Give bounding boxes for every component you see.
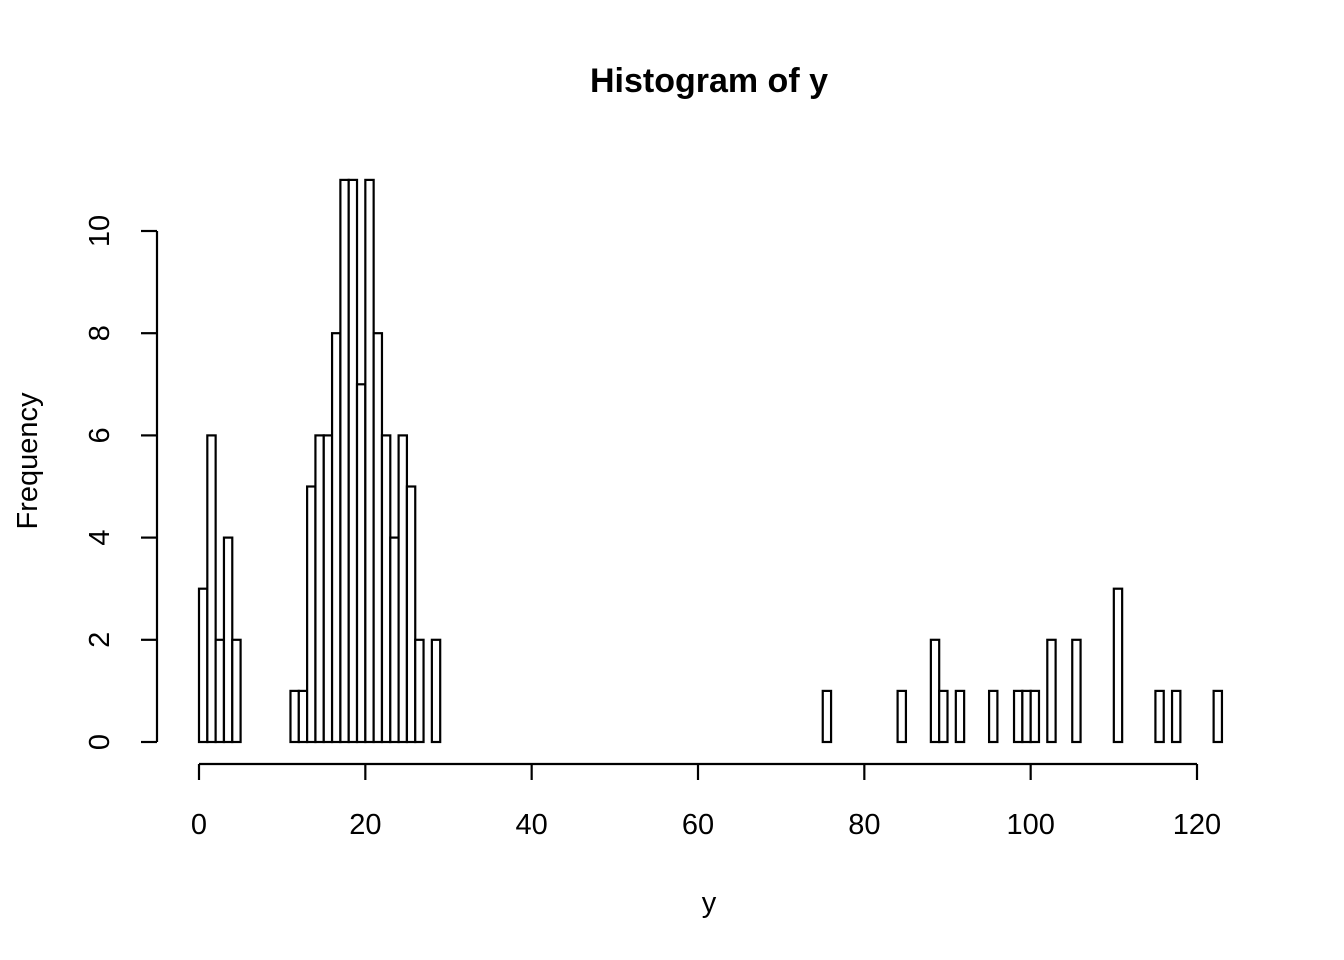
histogram-bar (222, 536, 234, 744)
histogram-bar (397, 434, 409, 744)
histogram-bar (430, 638, 442, 744)
histogram-bar (405, 485, 417, 744)
y-axis: 0 2 4 6 8 10 (84, 215, 159, 750)
histogram-bar (314, 434, 325, 744)
histogram-bar (821, 689, 833, 744)
histogram-bar (1029, 689, 1041, 744)
histogram-bar (929, 638, 941, 744)
histogram-bar (1170, 689, 1182, 744)
x-axis-label: y (702, 887, 717, 919)
histogram-bar (364, 178, 375, 744)
histogram-bar (347, 178, 359, 744)
histogram-bar (1112, 587, 1124, 744)
histogram-bar (954, 689, 966, 744)
histogram-bar (389, 536, 400, 744)
histogram-bar (372, 332, 384, 744)
x-tick-label: 20 (349, 809, 381, 841)
y-tick-label: 4 (84, 530, 116, 546)
histogram-bar (1046, 638, 1057, 744)
histogram-bar (214, 638, 226, 744)
histogram-bar (938, 689, 949, 744)
histogram-bar (355, 383, 367, 744)
histogram-bar (289, 689, 300, 744)
histogram-bar (896, 689, 908, 744)
histogram-bar (380, 434, 392, 744)
histogram-bar (1012, 689, 1024, 744)
histogram-bar (1154, 689, 1165, 744)
histogram-bar (231, 638, 242, 744)
histogram-bar (306, 485, 317, 744)
y-axis-label: Frequency (12, 392, 44, 530)
histogram-bar (414, 638, 425, 744)
histogram-bar (297, 689, 309, 744)
y-tick-label: 8 (84, 325, 116, 341)
histogram-bars (197, 178, 1224, 744)
x-tick-label: 100 (1006, 809, 1054, 841)
x-tick-label: 60 (682, 809, 714, 841)
histogram-bar (197, 587, 209, 744)
histogram-bar (206, 434, 217, 744)
chart-title: Histogram of y (590, 62, 828, 100)
histogram-bar (1212, 689, 1224, 744)
x-tick-label: 0 (191, 809, 207, 841)
x-tick-label: 120 (1173, 809, 1221, 841)
histogram-bar (322, 434, 334, 744)
y-tick-label: 10 (84, 215, 116, 247)
y-tick-label: 6 (84, 427, 116, 443)
histogram-bar (1021, 689, 1032, 744)
y-tick-label: 2 (84, 632, 116, 648)
histogram-bar (987, 689, 999, 744)
y-tick-label: 0 (84, 734, 116, 750)
histogram-bar (330, 332, 342, 744)
x-tick-label: 80 (848, 809, 880, 841)
histogram-bar (1071, 638, 1082, 744)
x-tick-label: 40 (516, 809, 548, 841)
x-axis: 0 20 40 60 80 100 120 (191, 762, 1221, 841)
histogram-bar (339, 178, 350, 744)
